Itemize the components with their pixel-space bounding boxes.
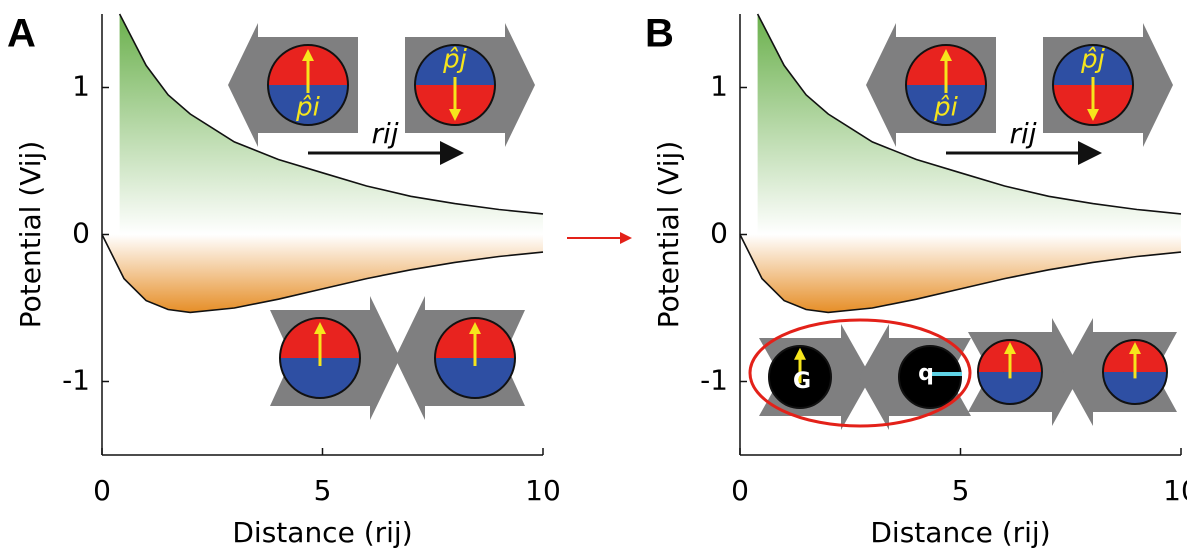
x-tick-label: 5 <box>314 474 332 507</box>
y-axis-label: Potential (Vij) <box>14 141 47 329</box>
area <box>740 234 1181 313</box>
q-label: q <box>918 361 934 386</box>
dipole-label: p̂j <box>442 45 468 75</box>
dipole-label: p̂j <box>1080 45 1106 75</box>
x-tick-label: 5 <box>952 474 970 507</box>
dipole-outline <box>768 345 832 409</box>
curve <box>101 234 544 314</box>
area <box>757 14 1181 235</box>
curve <box>739 234 1182 314</box>
panel-label: A <box>7 12 36 56</box>
g-label: G <box>793 369 811 394</box>
dipole-outline <box>1102 339 1168 405</box>
dipole-outline <box>898 345 962 409</box>
dipole-outline <box>279 317 361 399</box>
x-tick-label: 10 <box>525 474 561 507</box>
x-axis-label: Distance (rij) <box>232 516 412 549</box>
x-axis-label: Distance (rij) <box>870 516 1050 549</box>
transition-arrow-head <box>620 232 632 244</box>
highlight-ellipse <box>748 318 972 428</box>
x-tick-label: 0 <box>731 474 749 507</box>
dipole-outline <box>977 339 1043 405</box>
area <box>119 14 543 235</box>
curve <box>118 13 544 215</box>
y-tick-label: -1 <box>62 364 90 397</box>
y-tick-label: 1 <box>710 70 728 103</box>
dipole-outline <box>434 317 516 399</box>
y-tick-label: -1 <box>700 364 728 397</box>
curve <box>756 13 1182 215</box>
dipole-outline <box>414 44 496 126</box>
dipole-outline <box>267 44 349 126</box>
x-tick-label: 0 <box>93 474 111 507</box>
x-tick-label: 10 <box>1163 474 1187 507</box>
y-tick-label: 0 <box>710 217 728 250</box>
dipole-outline <box>1052 44 1134 126</box>
y-tick-label: 1 <box>72 70 90 103</box>
dipole-label: p̂i <box>933 93 959 123</box>
dipole-label: p̂i <box>295 93 321 123</box>
area <box>102 234 543 313</box>
y-axis-label: Potential (Vij) <box>652 141 685 329</box>
distance-label: rij <box>1009 117 1036 150</box>
panel-label: B <box>645 12 674 56</box>
y-tick-label: 0 <box>72 217 90 250</box>
distance-label: rij <box>371 117 398 150</box>
dipole-outline <box>905 44 987 126</box>
